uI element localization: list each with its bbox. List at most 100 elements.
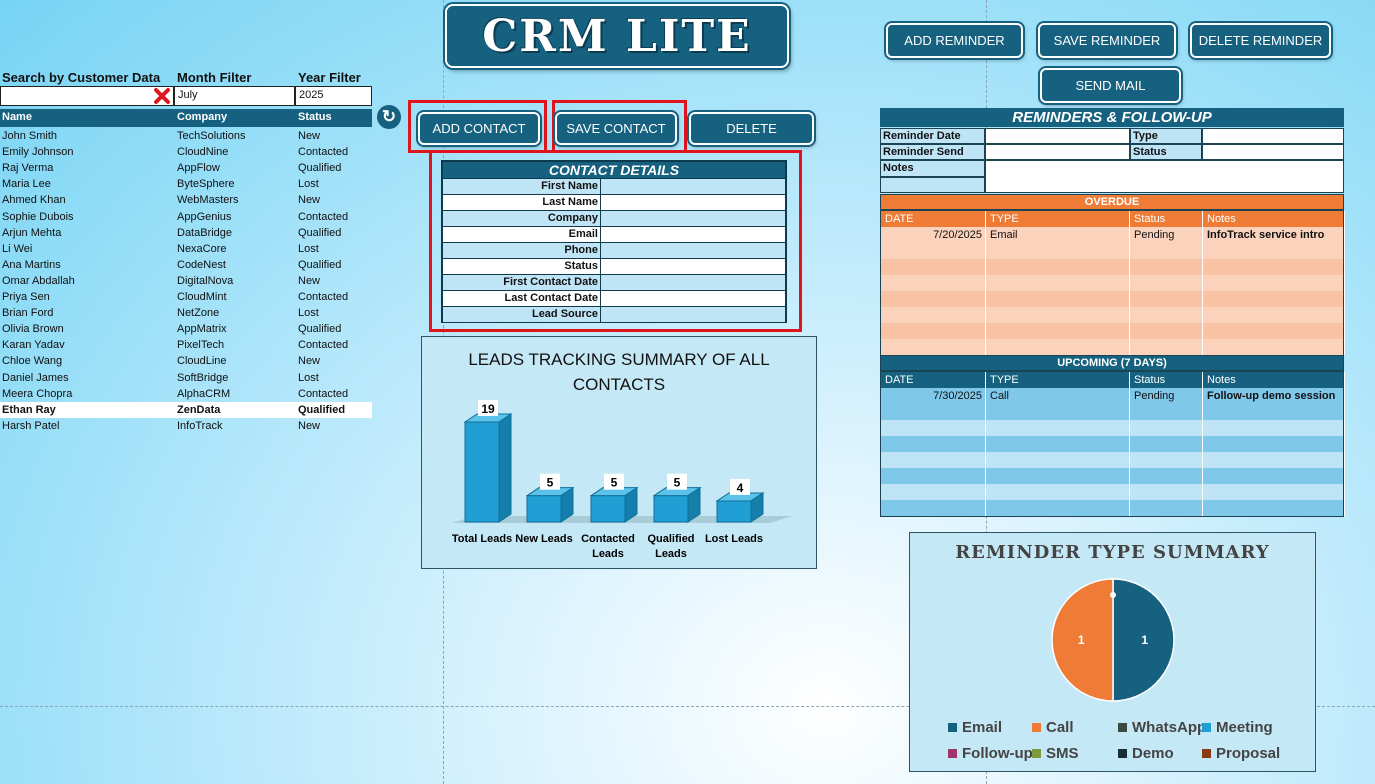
table-row[interactable]: Daniel James SoftBridge Lost [0,370,372,386]
bar [653,495,689,523]
pie-slice [1051,578,1114,702]
table-row[interactable] [881,484,1345,500]
table-cell [1130,436,1203,452]
table-row[interactable]: Harsh Patel InfoTrack New [0,418,372,434]
table-row[interactable]: Maria Lee ByteSphere Lost [0,176,372,192]
table-row[interactable]: Chloe Wang CloudLine New [0,353,372,369]
table-row[interactable]: Raj Verma AppFlow Qualified [0,160,372,176]
contact-field-input[interactable] [601,307,785,322]
add-reminder-button[interactable]: ADD REMINDER [886,23,1023,58]
table-row[interactable]: Li Wei NexaCore Lost [0,241,372,257]
table-row[interactable]: John Smith TechSolutions New [0,128,372,144]
table-row[interactable] [881,275,1345,291]
contact-name: Arjun Mehta [2,226,62,239]
bar-side [687,486,701,523]
legend-label: Proposal [1216,745,1281,762]
table-row[interactable]: Omar Abdallah DigitalNova New [0,273,372,289]
save-reminder-button[interactable]: SAVE REMINDER [1038,23,1176,58]
table-cell [1130,420,1203,436]
table-row[interactable]: Meera Chopra AlphaCRM Contacted [0,386,372,402]
contact-name: Chloe Wang [2,355,63,368]
table-row[interactable]: Arjun Mehta DataBridge Qualified [0,225,372,241]
table-row[interactable]: Ana Martins CodeNest Qualified [0,257,372,273]
month-filter-label: Month Filter [177,70,252,85]
contact-field-input[interactable] [601,195,785,210]
table-row[interactable] [881,339,1345,355]
table-row[interactable]: 7/20/2025 Email Pending InfoTrack service i… [881,227,1345,243]
year-filter-input[interactable]: 2025 [295,86,372,106]
contact-field-input[interactable] [601,259,785,274]
search-input[interactable] [0,86,174,106]
table-row[interactable] [881,243,1345,259]
refresh-icon[interactable]: ↻ [377,105,401,129]
contact-field-input[interactable] [601,211,785,226]
table-row[interactable]: Priya Sen CloudMint Contacted [0,289,372,305]
contact-field-input[interactable] [601,291,785,306]
table-cell [986,484,1130,500]
delete-contact-button[interactable]: DELETE [689,112,814,145]
month-filter-input[interactable]: July [174,86,295,106]
table-row[interactable] [881,259,1345,275]
table-row[interactable]: Sophie Dubois AppGenius Contacted [0,209,372,225]
table-cell [881,404,986,420]
table-row[interactable] [881,452,1345,468]
table-row[interactable] [881,307,1345,323]
table-cell [1203,420,1345,436]
contact-details-form: CONTACT DETAILS First Name Last Name Compa… [441,160,787,323]
table-row[interactable]: 7/30/2025 Call Pending Follow-up demo sessi… [881,388,1345,404]
table-cell: 7/30/2025 [881,388,986,404]
save-contact-button[interactable]: SAVE CONTACT [555,112,677,145]
clear-search-icon[interactable] [153,87,171,105]
table-row[interactable]: Karan Yadav PixelTech Contacted [0,337,372,353]
category-label: Qualified Leads [647,533,694,560]
delete-reminder-button[interactable]: DELETE REMINDER [1190,23,1331,58]
table-cell: Call [986,388,1130,404]
table-row[interactable]: Ahmed Khan WebMasters New [0,192,372,208]
upcoming-table: DATE TYPE Status Notes 7/30/2025 Call Pending F… [880,371,1345,517]
data-label: 5 [611,476,618,490]
status-label: Status [1130,144,1202,160]
legend-item: WhatsApp [1118,719,1206,736]
contact-company: NexaCore [177,242,227,255]
table-row[interactable]: Ethan Ray ZenData Qualified [0,401,372,418]
contact-field-input[interactable] [601,227,785,242]
table-row[interactable] [881,323,1345,339]
table-cell [881,259,986,275]
legend-label: SMS [1046,745,1079,762]
status-input[interactable] [1202,144,1344,160]
table-row[interactable] [881,436,1345,452]
add-contact-button[interactable]: ADD CONTACT [418,112,540,145]
contact-field-input[interactable] [601,275,785,290]
type-input[interactable] [1202,128,1344,144]
table-header-row: DATE TYPE Status Notes [881,211,1345,227]
table-cell [1130,243,1203,259]
contact-name: Raj Verma [2,162,54,175]
contact-field-input[interactable] [601,243,785,258]
legend-item: Follow-up [948,745,1033,762]
contact-company: AlphaCRM [177,387,231,400]
send-mail-button[interactable]: SEND MAIL [1040,68,1181,103]
notes-input[interactable] [985,160,1344,193]
table-row[interactable] [881,291,1345,307]
reminder-date-input[interactable] [985,128,1130,144]
contact-field-input[interactable] [601,179,785,194]
table-header-row: DATE TYPE Status Notes [881,372,1345,388]
table-row[interactable] [881,420,1345,436]
table-row[interactable] [881,468,1345,484]
contact-status: Contacted [298,146,349,159]
table-row[interactable] [881,404,1345,420]
contact-status: Lost [298,178,319,191]
table-cell [986,500,1130,516]
contact-name: Ahmed Khan [2,194,66,207]
overdue-header: OVERDUE [880,194,1344,210]
table-row[interactable]: Emily Johnson CloudNine Contacted [0,144,372,160]
data-label: 19 [481,402,495,416]
reminder-send-input[interactable] [985,144,1130,160]
legend-item: Meeting [1202,719,1273,736]
table-cell [881,323,986,339]
legend-label: Call [1046,719,1074,736]
table-row[interactable] [881,500,1345,516]
contact-company: InfoTrack [177,419,223,432]
table-row[interactable]: Brian Ford NetZone Lost [0,305,372,321]
table-row[interactable]: Olivia Brown AppMatrix Qualified [0,321,372,337]
